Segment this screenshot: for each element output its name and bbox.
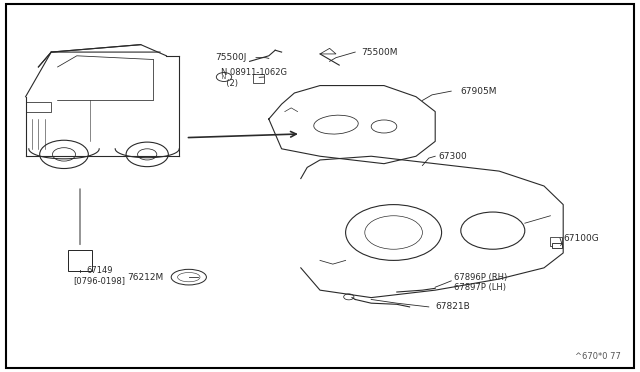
- Text: 75500M: 75500M: [362, 48, 398, 57]
- Text: 67300: 67300: [438, 152, 467, 161]
- Bar: [550, 237, 562, 246]
- Text: 67149
[0796-0198]: 67149 [0796-0198]: [73, 266, 125, 285]
- Bar: [552, 243, 562, 248]
- Text: ^670*0 77: ^670*0 77: [575, 352, 621, 361]
- Bar: [26, 102, 51, 112]
- Ellipse shape: [172, 269, 206, 285]
- Text: 67905M: 67905M: [461, 87, 497, 96]
- Text: 67100G: 67100G: [563, 234, 599, 243]
- Text: 67821B: 67821B: [435, 302, 470, 311]
- Bar: [253, 74, 264, 83]
- Text: 76212M: 76212M: [127, 273, 163, 282]
- Text: N: N: [222, 74, 226, 80]
- Text: 75500J: 75500J: [215, 53, 246, 62]
- Text: 67896P (RH)
67897P (LH): 67896P (RH) 67897P (LH): [454, 273, 508, 292]
- Text: N 08911-1062G
  (2): N 08911-1062G (2): [221, 68, 287, 88]
- Bar: [68, 250, 92, 271]
